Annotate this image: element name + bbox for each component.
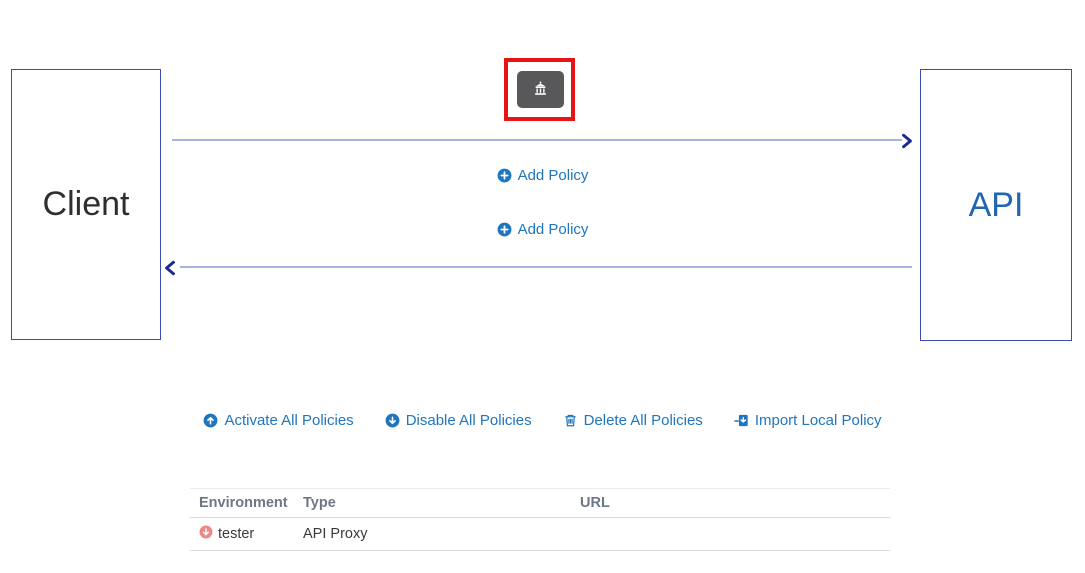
- client-box: Client: [11, 69, 161, 340]
- plus-circle-icon: [497, 222, 512, 237]
- type-value: API Proxy: [303, 517, 580, 551]
- disable-all-policies-link[interactable]: Disable All Policies: [385, 412, 532, 429]
- add-policy-response-label: Add Policy: [517, 221, 589, 238]
- col-header-url: URL: [580, 488, 890, 518]
- delete-all-policies-link[interactable]: Delete All Policies: [563, 412, 703, 429]
- delete-all-policies-label: Delete All Policies: [583, 412, 703, 429]
- down-arrow-circle-icon: [199, 525, 213, 543]
- arrow-up-circle-icon: [203, 413, 218, 428]
- deployments-table: Environment Type URL tester A: [190, 488, 890, 551]
- add-policy-request-link[interactable]: Add Policy: [497, 167, 589, 184]
- attached-policy-chip[interactable]: [517, 71, 564, 108]
- add-policy-response-link[interactable]: Add Policy: [497, 221, 589, 238]
- arrow-right-icon: [901, 133, 913, 149]
- api-label: API: [968, 185, 1024, 224]
- file-import-icon: [734, 413, 749, 428]
- url-value: [580, 517, 890, 551]
- arrow-left-icon: [164, 260, 176, 276]
- add-policy-request-label: Add Policy: [517, 167, 589, 184]
- col-header-environment: Environment: [190, 488, 303, 518]
- table-row: tester API Proxy: [190, 517, 890, 551]
- client-label: Client: [42, 185, 130, 223]
- import-local-policy-label: Import Local Policy: [754, 412, 882, 429]
- bank-icon: [533, 81, 548, 99]
- disable-all-policies-label: Disable All Policies: [405, 412, 532, 429]
- request-flow-arrow: [172, 139, 902, 141]
- plus-circle-icon: [497, 168, 512, 183]
- policy-actions-row: Activate All Policies Disable All Polici…: [0, 412, 1085, 429]
- response-flow-arrow: [180, 266, 912, 268]
- import-local-policy-link[interactable]: Import Local Policy: [734, 412, 882, 429]
- trash-icon: [563, 413, 578, 428]
- environment-value: tester: [218, 526, 255, 542]
- activate-all-policies-label: Activate All Policies: [224, 412, 354, 429]
- table-header-row: Environment Type URL: [190, 488, 890, 518]
- api-box: API: [920, 69, 1072, 341]
- activate-all-policies-link[interactable]: Activate All Policies: [203, 412, 354, 429]
- arrow-down-circle-icon: [385, 413, 400, 428]
- col-header-type: Type: [303, 488, 580, 518]
